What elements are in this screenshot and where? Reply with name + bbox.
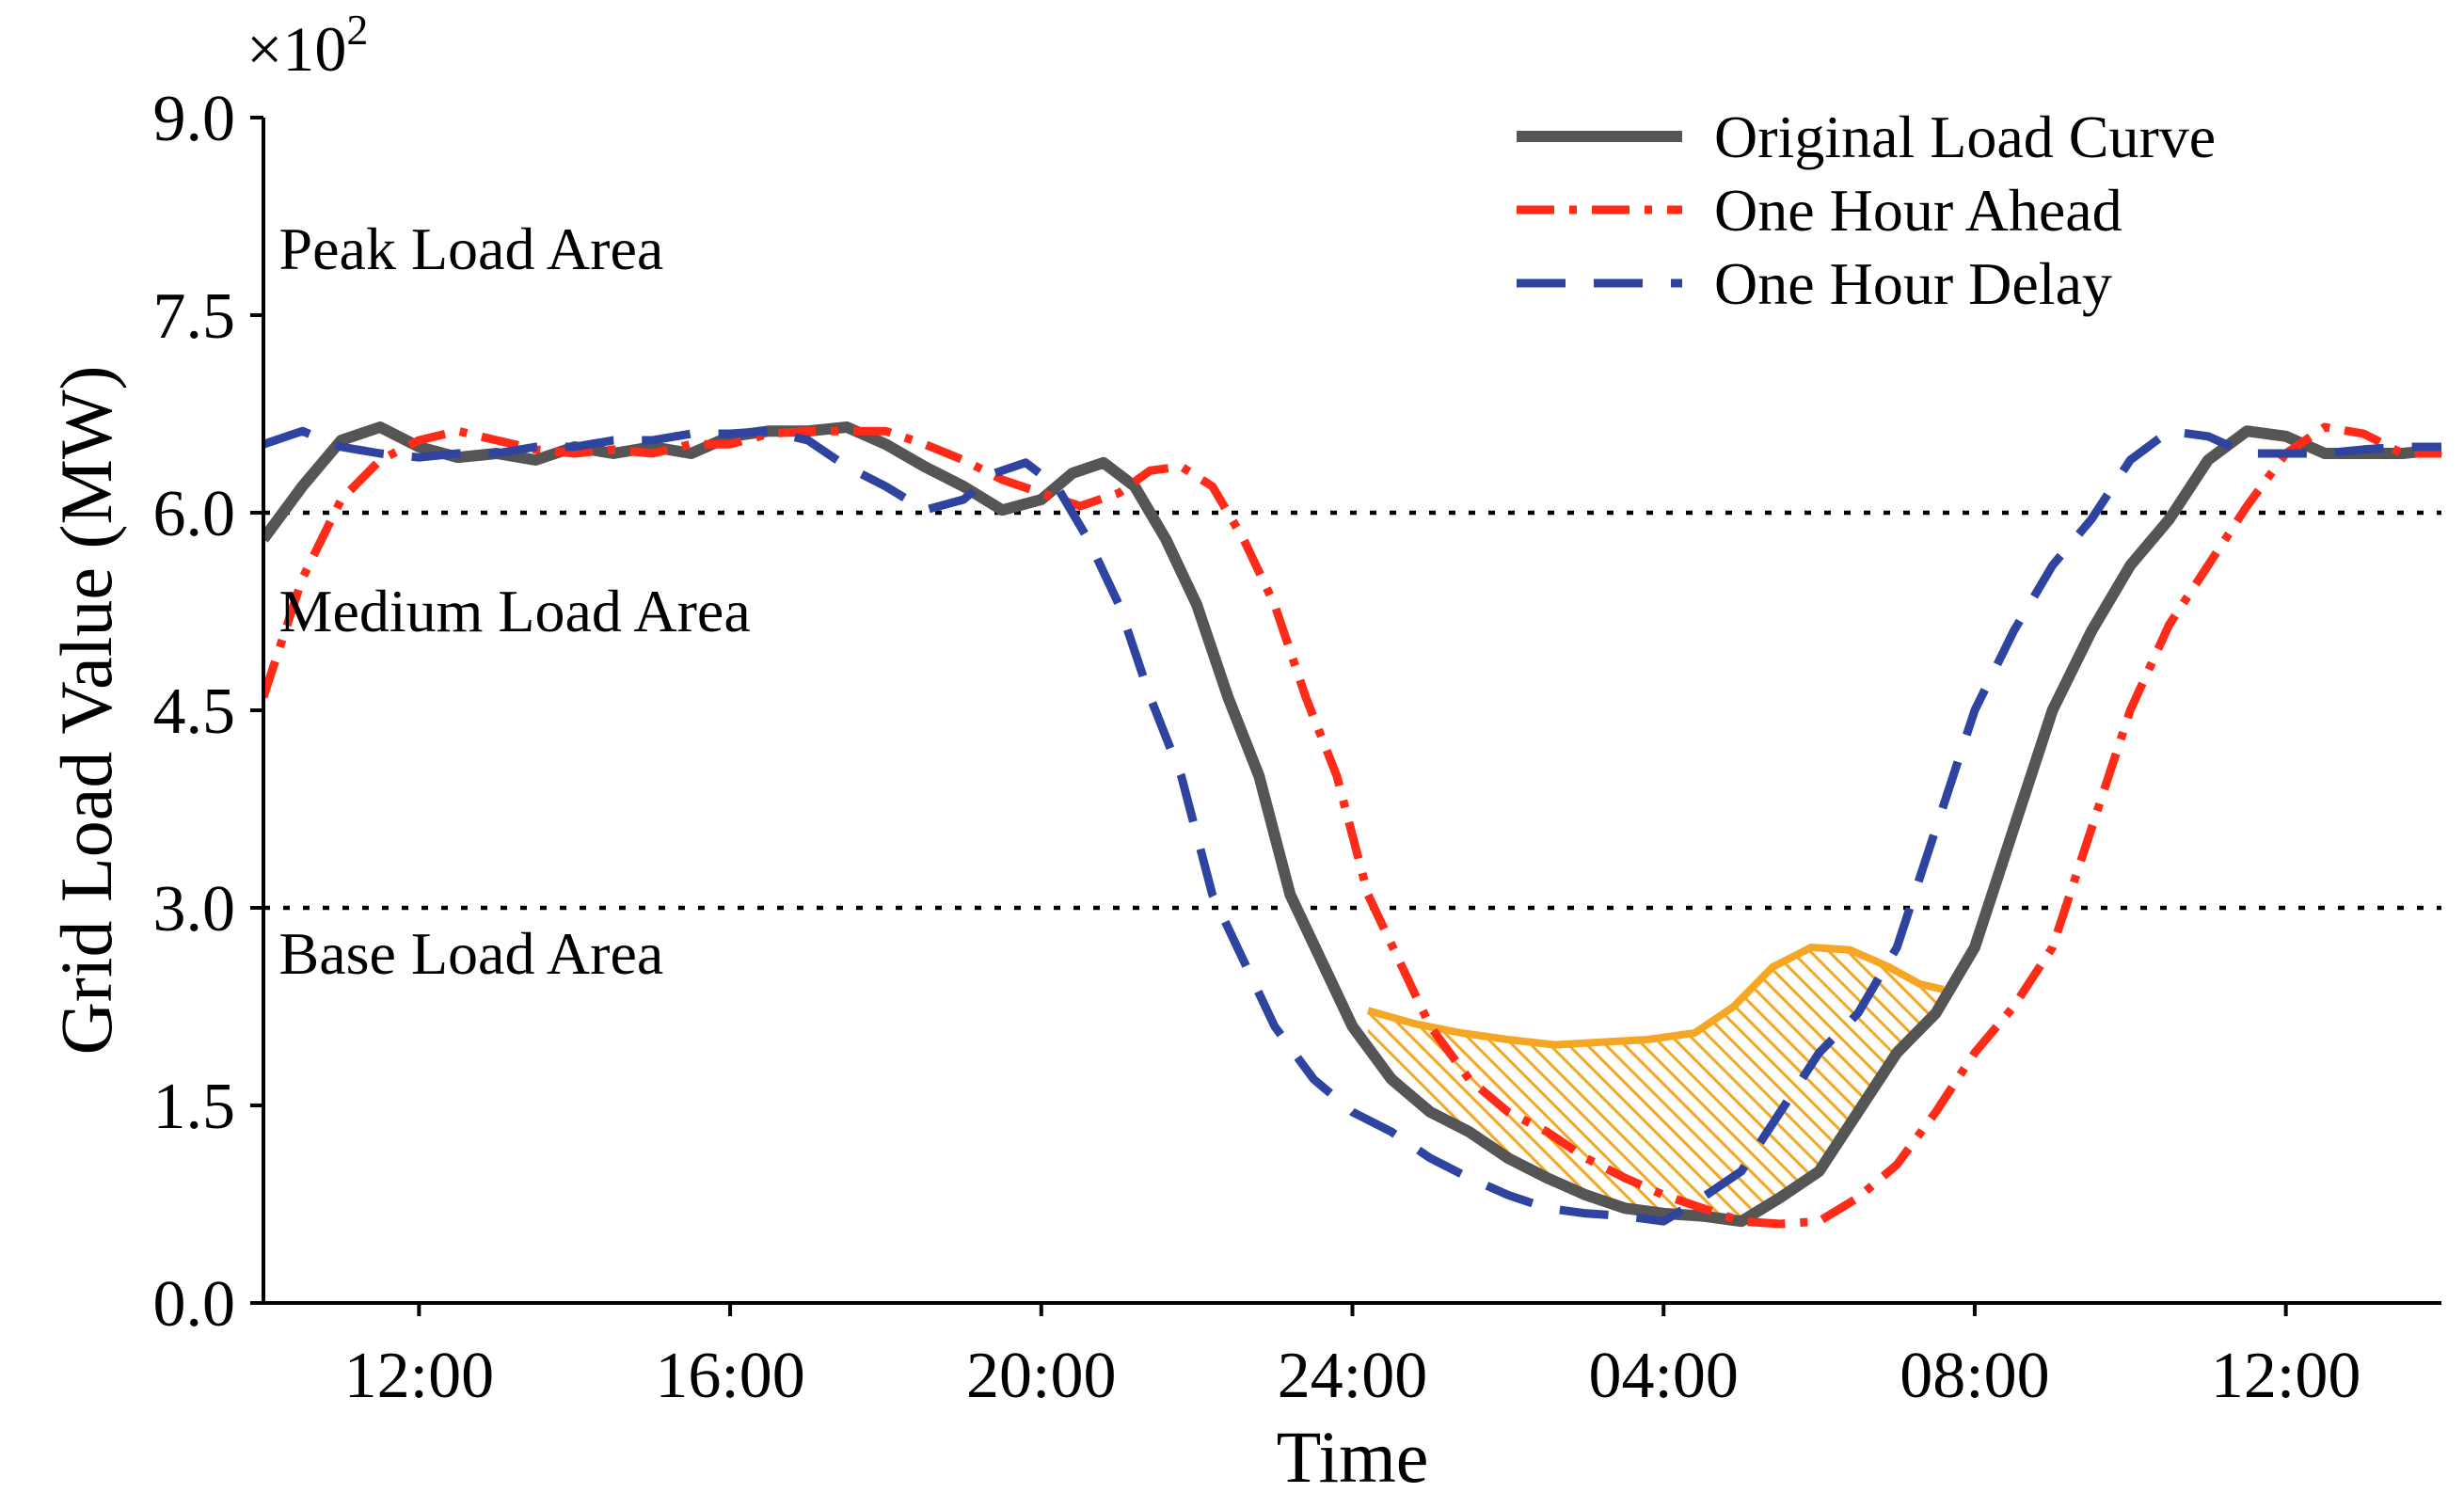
y-ticks: 0.0 1.5 3.0 4.5 6.0 7.5 9.0 [153,83,263,1341]
x-tick-label: 12:00 [344,1340,494,1412]
y-tick-label: 9.0 [153,83,236,155]
legend-label-one-hour-delay: One Hour Delay [1714,250,2112,317]
reference-lines [263,510,2441,911]
y-tick-label: 6.0 [153,478,236,550]
region-labels: Peak Load Area Medium Load Area Base Load … [279,215,751,987]
y-tick-label: 1.5 [153,1071,236,1143]
series-group [263,421,2442,1229]
x-axis-title: Time [1277,1416,1429,1498]
x-tick-label: 04:00 [1588,1340,1738,1412]
legend-label-original-load-curve: Original Load Curve [1714,103,2216,170]
y-tick-label: 0.0 [153,1268,236,1341]
y-axis-title: Grid Load Value (MW) [45,366,127,1056]
y-tick-label: 7.5 [153,280,236,353]
legend-label-one-hour-ahead: One Hour Ahead [1714,177,2122,244]
shaded-region-upper-edge [1366,944,1945,1049]
x-ticks: 12:00 16:00 20:00 24:00 04:00 08:00 12:00 [344,1303,2361,1412]
y-tick-label: 3.0 [153,873,236,945]
axes [262,118,2441,1305]
shaded-region-fill [1368,947,1944,1222]
x-tick-label: 20:00 [966,1340,1116,1412]
x-tick-label: 08:00 [1900,1340,2049,1412]
x-tick-label: 12:00 [2211,1340,2361,1412]
series-line-one-hour-delay [263,426,2441,1226]
region-label-peak-load-area: Peak Load Area [279,215,664,282]
region-label-base-load-area: Base Load Area [279,920,664,987]
x-tick-label: 16:00 [655,1340,804,1412]
x-tick-label: 24:00 [1278,1340,1427,1412]
y-multiplier-label: ×102 [246,6,368,85]
region-label-medium-load-area: Medium Load Area [279,578,751,644]
y-tick-label: 4.5 [153,675,236,748]
series-line-one-hour-ahead [263,422,2441,1229]
shaded-region-group [1366,944,1945,1222]
